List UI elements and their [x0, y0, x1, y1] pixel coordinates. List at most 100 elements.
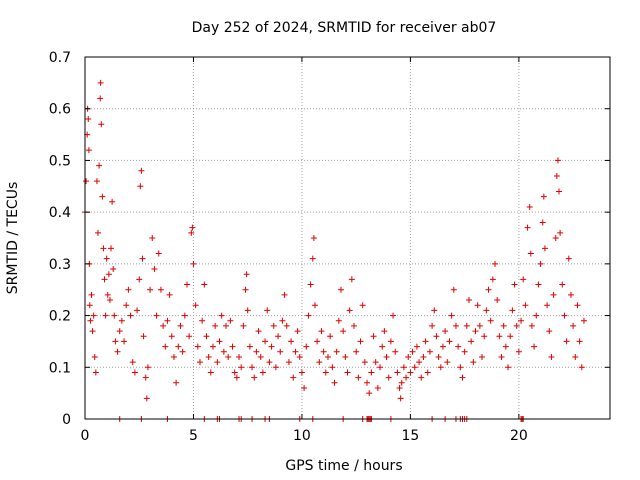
data-point — [229, 343, 236, 350]
data-point — [85, 116, 92, 123]
y-tick-label: 0.5 — [49, 153, 71, 169]
data-point — [97, 79, 104, 86]
data-point — [496, 333, 503, 340]
data-point — [181, 312, 188, 319]
data-point — [301, 384, 308, 391]
data-point — [578, 364, 585, 371]
data-point — [379, 343, 386, 350]
data-point — [546, 328, 553, 335]
data-point — [216, 338, 223, 345]
data-point — [479, 353, 486, 360]
data-point — [424, 369, 431, 376]
data-point — [253, 348, 260, 355]
data-point — [192, 302, 199, 309]
data-point — [288, 338, 295, 345]
data-point — [175, 343, 182, 350]
data-point — [535, 281, 542, 288]
data-point — [242, 286, 249, 293]
data-point — [390, 312, 397, 319]
data-point — [170, 353, 177, 360]
data-point — [166, 291, 173, 298]
data-point — [290, 374, 297, 381]
chart-title: Day 252 of 2024, SRMTID for receiver ab0… — [192, 20, 497, 36]
data-point — [344, 369, 351, 376]
data-point — [411, 364, 418, 371]
data-point — [244, 307, 251, 314]
data-point — [112, 338, 119, 345]
data-point — [457, 364, 464, 371]
data-point — [186, 333, 193, 340]
data-point — [537, 260, 544, 267]
data-point — [476, 322, 483, 329]
data-point — [179, 348, 186, 355]
axes: 0 0.1 0.2 0.3 0.4 0.5 0.6 0.7 0 5 10 15 20 — [49, 50, 610, 444]
data-point — [553, 172, 560, 179]
data-point — [481, 333, 488, 340]
data-point — [85, 147, 92, 154]
data-point — [413, 343, 420, 350]
data-point — [511, 281, 518, 288]
data-point — [576, 338, 583, 345]
y-tick-label: 0.1 — [49, 360, 71, 376]
data-point — [513, 322, 520, 329]
data-point — [465, 297, 472, 304]
data-point — [505, 364, 512, 371]
data-point — [255, 328, 262, 335]
y-tick-label: 0.6 — [49, 102, 71, 118]
x-tick-label: 0 — [81, 428, 90, 444]
data-point — [100, 245, 107, 252]
data-point — [275, 333, 282, 340]
y-tick-label: 0 — [62, 412, 71, 428]
data-point — [218, 312, 225, 319]
data-point — [259, 369, 266, 376]
x-tick-label: 5 — [189, 428, 198, 444]
data-point — [370, 333, 377, 340]
data-point — [531, 343, 538, 350]
data-point — [452, 322, 459, 329]
data-point — [108, 245, 115, 252]
data-point — [127, 312, 134, 319]
data-point — [203, 333, 210, 340]
data-point — [209, 343, 216, 350]
data-point — [342, 353, 349, 360]
data-point — [142, 374, 149, 381]
data-point — [136, 276, 143, 283]
plot-frame — [84, 56, 611, 420]
data-point — [359, 302, 366, 309]
data-point — [97, 95, 104, 102]
x-tick-label: 20 — [510, 428, 528, 444]
data-point — [400, 364, 407, 371]
y-tick-label: 0.7 — [49, 50, 71, 66]
data-point — [509, 307, 516, 314]
data-point — [220, 348, 227, 355]
data-point — [118, 317, 125, 324]
data-point — [422, 338, 429, 345]
data-point — [106, 297, 113, 304]
data-point — [324, 353, 331, 360]
data-point — [364, 379, 371, 386]
data-point — [223, 322, 230, 329]
data-point — [164, 317, 171, 324]
data-point — [262, 338, 269, 345]
data-point — [431, 307, 438, 314]
data-point — [554, 157, 561, 164]
data-point — [249, 364, 256, 371]
data-point — [361, 359, 368, 366]
data-point — [87, 317, 94, 324]
data-point — [144, 364, 151, 371]
data-point — [285, 359, 292, 366]
data-point — [348, 276, 355, 283]
data-point — [162, 343, 169, 350]
data-point — [88, 291, 95, 298]
data-point — [279, 317, 286, 324]
data-point — [487, 317, 494, 324]
data-point — [353, 348, 360, 355]
data-point — [157, 286, 164, 293]
data-point — [212, 322, 219, 329]
data-point — [381, 328, 388, 335]
data-point — [318, 328, 325, 335]
data-point — [429, 322, 436, 329]
data-point — [125, 286, 132, 293]
data-point — [231, 369, 238, 376]
